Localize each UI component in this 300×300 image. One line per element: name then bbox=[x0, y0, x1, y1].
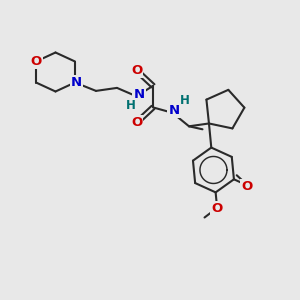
Text: O: O bbox=[241, 180, 252, 193]
Text: O: O bbox=[211, 202, 222, 215]
Text: N: N bbox=[168, 104, 180, 117]
Text: O: O bbox=[131, 64, 142, 77]
Text: N: N bbox=[133, 88, 145, 101]
Text: N: N bbox=[71, 76, 82, 89]
Text: O: O bbox=[30, 55, 42, 68]
Text: O: O bbox=[131, 116, 142, 129]
Text: H: H bbox=[180, 94, 190, 107]
Text: H: H bbox=[126, 99, 136, 112]
